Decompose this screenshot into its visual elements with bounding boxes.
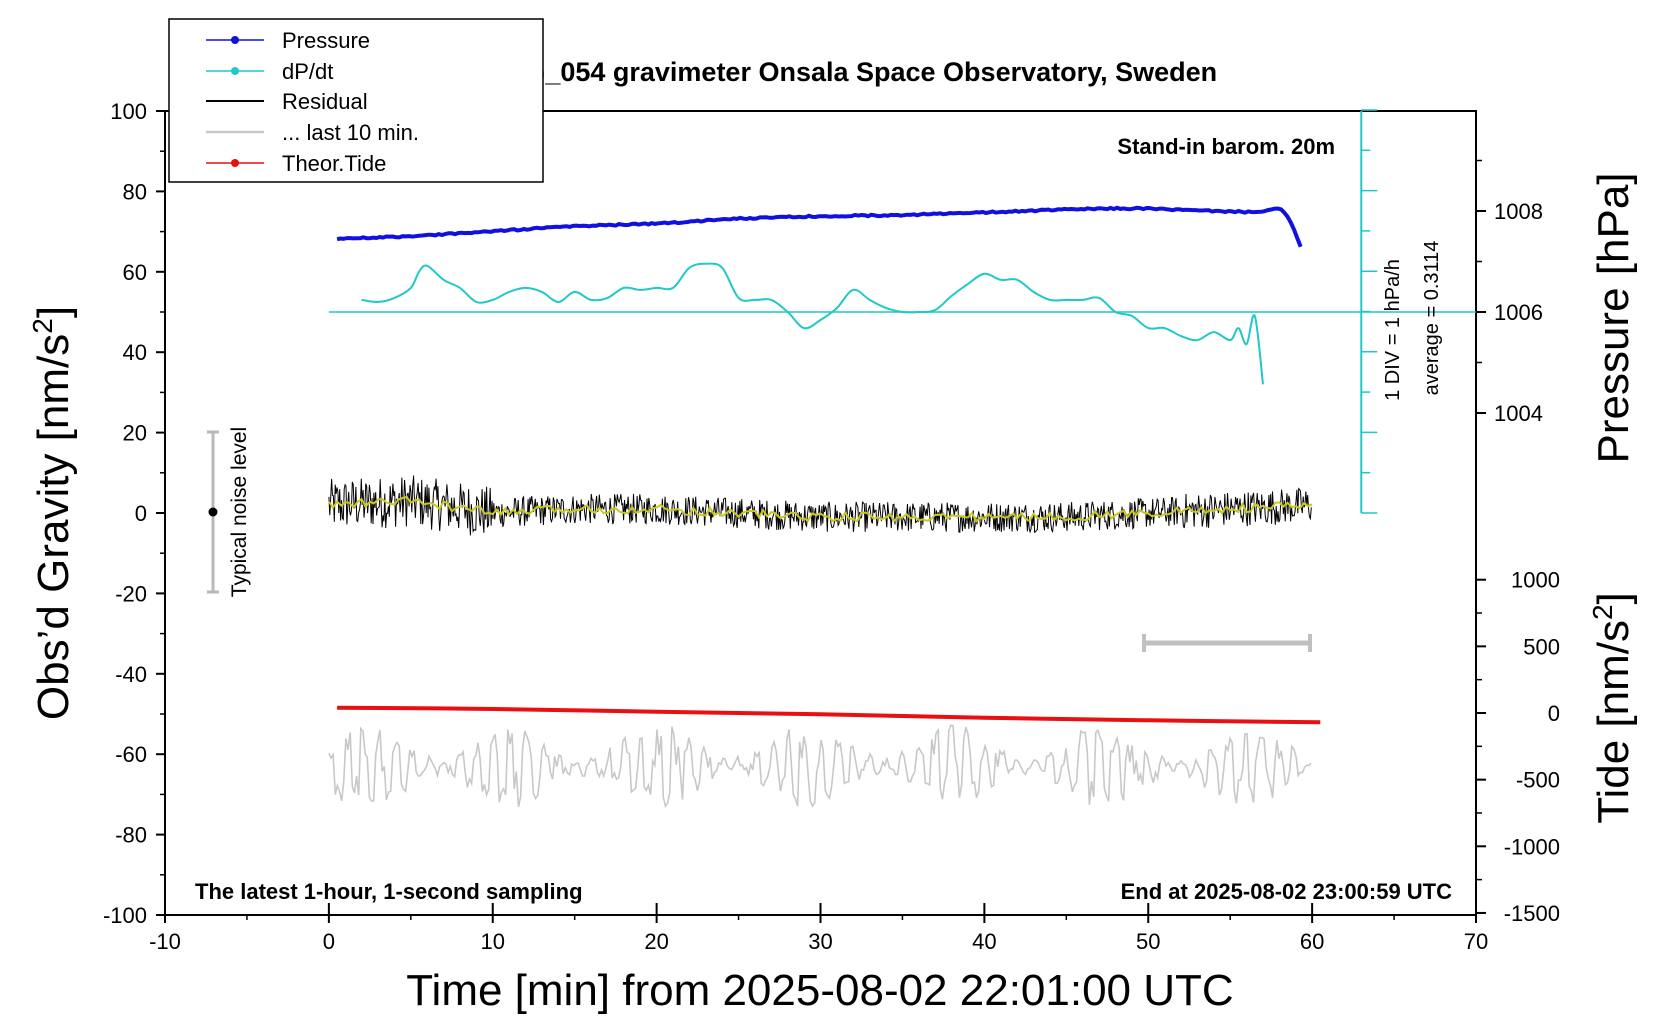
legend-label-dpdt: dP/dt	[282, 59, 333, 84]
noise-bar-dot	[208, 507, 218, 517]
x-tick-label: 20	[644, 929, 668, 954]
tide-tick-label: 0	[1548, 701, 1560, 726]
x-tick-label: 0	[323, 929, 335, 954]
x-axis-title: Time [min] from 2025-08-02 22:01:00 UTC	[406, 966, 1233, 1015]
y-left-tick-label: 60	[123, 260, 147, 285]
stand-in-note: Stand-in barom. 20m	[1117, 134, 1335, 159]
series-dpdt-line	[361, 262, 1264, 385]
average-note: average = 0.3114	[1421, 241, 1443, 396]
end-time-note: End at 2025-08-02 23:00:59 UTC	[1121, 879, 1452, 904]
legend-entry-pressure: Pressure	[206, 28, 370, 53]
x-tick-label: 50	[1136, 929, 1160, 954]
series-residual-smooth-line	[328, 495, 1313, 524]
legend-label-residual: Residual	[282, 89, 368, 114]
ten-minute-bracket	[1142, 634, 1312, 652]
y-left-tick-label: -60	[115, 742, 147, 767]
pressure-tick-label: 1004	[1494, 401, 1543, 426]
x-tick-label: 60	[1300, 929, 1324, 954]
legend-entry-last10: ... last 10 min.	[206, 120, 419, 145]
chart-title: SCG_054 gravimeter Onsala Space Observat…	[487, 57, 1217, 87]
y-left-tick-label: 0	[135, 501, 147, 526]
pressure-tick-label: 1006	[1494, 300, 1543, 325]
noise-level-label: Typical noise level	[228, 427, 251, 597]
tide-tick-label: -1000	[1504, 834, 1560, 859]
tide-axis-title: Tide [nm/s2]	[1587, 592, 1638, 824]
pressure-axis-ticks: 1008 1006 1004	[1476, 159, 1543, 426]
y-left-tick-label: -100	[103, 903, 147, 928]
tide-tick-label: 500	[1523, 634, 1560, 659]
legend: Pressure dP/dt Residual ... last 10 min.…	[168, 18, 544, 183]
series-layer	[328, 205, 1476, 808]
tide-tick-label: -500	[1516, 768, 1560, 793]
y-left-tick-label: 40	[123, 340, 147, 365]
tide-axis-title-sup: 2	[1587, 604, 1618, 620]
y-left-tick-label: 80	[123, 179, 147, 204]
tide-axis-title-main: Tide [nm/s	[1589, 620, 1638, 824]
x-tick-label: 40	[972, 929, 996, 954]
legend-label-last10: ... last 10 min.	[282, 120, 419, 145]
pressure-axis-title: Pressure [hPa]	[1589, 172, 1638, 463]
legend-entry-residual: Residual	[206, 89, 368, 114]
x-axis-ticks: -10 0 10 20 30 40 50 60 70	[149, 903, 1488, 954]
x-tick-label: 10	[481, 929, 505, 954]
noise-level-indicator: Typical noise level	[207, 427, 251, 597]
x-tick-label: 70	[1464, 929, 1488, 954]
tide-tick-label: 1000	[1511, 568, 1560, 593]
y-left-axis-title-main: Obs’d Gravity [nm/s	[29, 334, 78, 720]
latest-sampling-note: The latest 1-hour, 1-second sampling	[195, 879, 583, 904]
y-left-axis-title: Obs’d Gravity [nm/s2]	[27, 306, 78, 720]
y-left-tick-label: 20	[123, 421, 147, 446]
series-last10-line	[328, 724, 1312, 808]
legend-entry-tide: Theor.Tide	[206, 151, 386, 176]
legend-entry-dpdt: dP/dt	[206, 59, 333, 84]
y-left-tick-label: 100	[110, 99, 147, 124]
legend-label-pressure: Pressure	[282, 28, 370, 53]
div-note: 1 DIV = 1 hPa/h	[1382, 259, 1404, 401]
y-left-tick-label: -80	[115, 823, 147, 848]
y-left-axis-title-end: ]	[29, 306, 78, 318]
series-pressure-line	[336, 205, 1303, 248]
x-tick-label: 30	[808, 929, 832, 954]
y-left-tick-label: -20	[115, 581, 147, 606]
tide-axis-title-end: ]	[1589, 592, 1638, 604]
x-tick-label: -10	[149, 929, 181, 954]
tide-axis-ticks: 1000 500 0 -500 -1000 -1500	[1476, 568, 1560, 926]
pressure-tick-label: 1008	[1494, 199, 1543, 224]
y-left-axis-title-sup: 2	[27, 318, 58, 334]
y-left-tick-label: -40	[115, 662, 147, 687]
tide-tick-label: -1500	[1504, 901, 1560, 926]
legend-label-tide: Theor.Tide	[282, 151, 386, 176]
y-left-axis-ticks: 100 80 60 40 20 0 -20 -40 -60 -80 -100	[103, 99, 165, 928]
legend-marker-tide	[231, 159, 239, 167]
legend-marker-dpdt	[231, 67, 239, 75]
legend-marker-pressure	[231, 36, 239, 44]
series-tide-line	[337, 705, 1321, 725]
